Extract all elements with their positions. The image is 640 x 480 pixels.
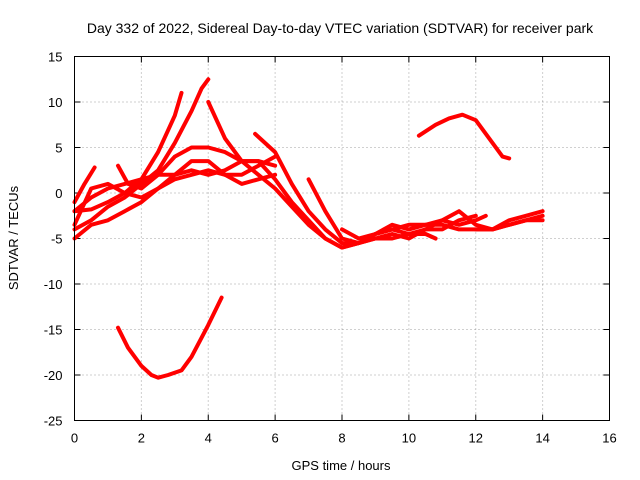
series-line-arc-14 <box>116 295 224 380</box>
grid <box>74 56 610 421</box>
y-tick-label: -25 <box>44 414 63 429</box>
y-tick-label: -5 <box>51 232 63 247</box>
y-tick-label: -15 <box>44 323 63 338</box>
y-tick-label: 0 <box>55 186 62 201</box>
series-line-arc-1 <box>72 165 97 205</box>
x-tick-label: 8 <box>338 431 345 446</box>
y-tick-label: -20 <box>44 368 63 383</box>
series-line-arc-13 <box>416 112 512 161</box>
series-line-arc-6 <box>72 154 278 227</box>
y-tick-label: 5 <box>55 141 62 156</box>
series-line-arc-12 <box>473 209 545 232</box>
plot-frame <box>74 56 610 421</box>
series-line-arc-7 <box>116 145 438 250</box>
x-tick-label: 16 <box>602 431 616 446</box>
x-tick-label: 6 <box>272 431 279 446</box>
x-tick-label: 2 <box>138 431 145 446</box>
series-group <box>72 77 545 380</box>
chart-title: Day 332 of 2022, Sidereal Day-to-day VTE… <box>87 20 594 36</box>
y-tick-label: 15 <box>48 50 62 65</box>
y-tick-label: 10 <box>48 95 62 110</box>
tick-labels: 0 2 4 6 8 10 12 14 16 -25 -20 -15 -10 -5 0 5 10 15 <box>44 50 617 446</box>
x-tick-label: 0 <box>71 431 78 446</box>
y-tick-label: -10 <box>44 277 63 292</box>
x-tick-label: 4 <box>205 431 212 446</box>
x-tick-label: 14 <box>535 431 549 446</box>
x-axis-label: GPS time / hours <box>292 458 391 473</box>
x-tick-label: 10 <box>402 431 416 446</box>
y-axis-label: SDTVAR / TECUs <box>6 185 21 290</box>
series-line-arc-11 <box>340 218 545 241</box>
x-tick-label: 12 <box>469 431 483 446</box>
